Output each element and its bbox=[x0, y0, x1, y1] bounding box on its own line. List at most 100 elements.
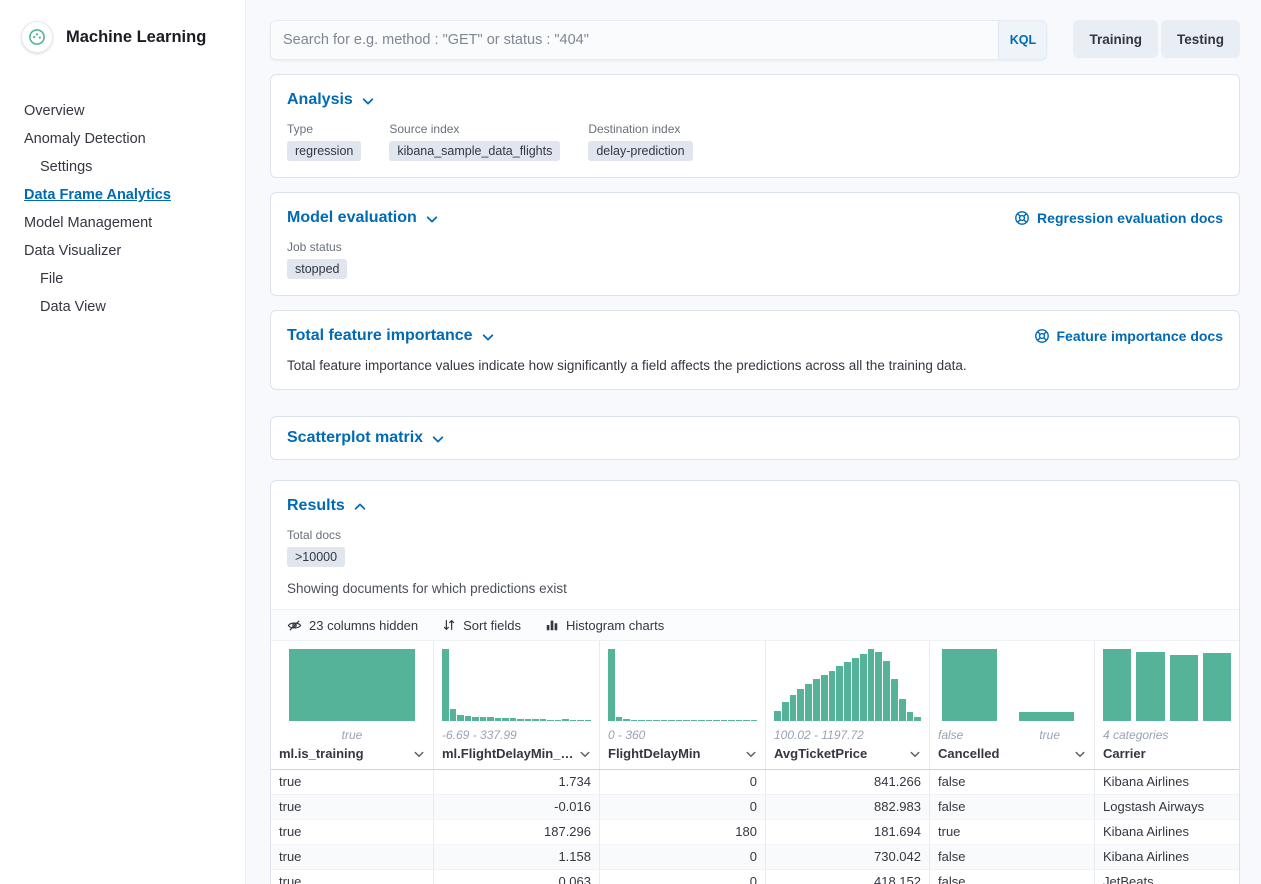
testing-button[interactable]: Testing bbox=[1161, 20, 1240, 58]
chevron-down-icon bbox=[414, 751, 424, 757]
feature-importance-docs-link[interactable]: Feature importance docs bbox=[1034, 328, 1223, 344]
eye-slash-icon bbox=[287, 619, 302, 631]
cell[interactable]: 180 bbox=[600, 820, 766, 844]
column-menu-button[interactable] bbox=[1074, 748, 1086, 760]
sidebar-item-file[interactable]: File bbox=[40, 271, 64, 287]
cell[interactable]: 0 bbox=[600, 795, 766, 819]
cell[interactable]: false bbox=[930, 845, 1095, 869]
cell[interactable]: -0.016 bbox=[434, 795, 600, 819]
table-row: true -0.016 0 882.983 false Logstash Air… bbox=[271, 795, 1239, 820]
cell[interactable]: true bbox=[271, 870, 434, 884]
column-header-flightdelaymin: 0 - 360 FlightDelayMin bbox=[600, 641, 766, 769]
cell[interactable]: 0 bbox=[600, 770, 766, 794]
kql-button[interactable]: KQL bbox=[998, 21, 1047, 59]
total-docs-badge: >10000 bbox=[287, 547, 346, 567]
scatterplot-matrix-section-toggle[interactable]: Scatterplot matrix bbox=[287, 429, 445, 447]
results-section-toggle[interactable]: Results bbox=[287, 497, 367, 515]
cell[interactable]: 181.694 bbox=[766, 820, 930, 844]
chevron-up-icon bbox=[354, 503, 366, 510]
column-menu-button[interactable] bbox=[909, 748, 921, 760]
sidebar-item-data-frame-analytics[interactable]: Data Frame Analytics bbox=[24, 187, 171, 203]
column-range-label: 0 - 360 bbox=[608, 728, 646, 742]
column-header-ml-is-training: true ml.is_training bbox=[271, 641, 434, 769]
cell[interactable]: 1.734 bbox=[434, 770, 600, 794]
results-data-grid: true ml.is_training -6.69 - 337.99 ml.Fl… bbox=[271, 641, 1239, 884]
column-name: AvgTicketPrice bbox=[774, 746, 868, 761]
cell[interactable]: 1.158 bbox=[434, 845, 600, 869]
sidebar: Machine Learning Overview Anomaly Detect… bbox=[0, 0, 246, 884]
cell[interactable]: false bbox=[930, 870, 1095, 884]
model-evaluation-section-toggle[interactable]: Model evaluation bbox=[287, 209, 439, 227]
results-panel: Results Total docs >10000 Showing docume… bbox=[270, 480, 1240, 884]
cell[interactable]: 730.042 bbox=[766, 845, 930, 869]
job-status-badge: stopped bbox=[287, 259, 348, 279]
panel-title: Total feature importance bbox=[287, 327, 473, 344]
column-header-carrier: 4 categories Carrier bbox=[1095, 641, 1239, 769]
search-input[interactable] bbox=[271, 21, 999, 59]
scatterplot-matrix-panel: Scatterplot matrix bbox=[270, 416, 1240, 460]
chevron-down-icon bbox=[746, 751, 756, 757]
cell[interactable]: 418.152 bbox=[766, 870, 930, 884]
destination-index-badge: delay-prediction bbox=[588, 141, 693, 161]
column-header-ml-flightdelaymin-pred: -6.69 - 337.99 ml.FlightDelayMin_pred bbox=[434, 641, 600, 769]
analysis-type-field: Type regression bbox=[287, 122, 362, 161]
column-menu-button[interactable] bbox=[579, 748, 591, 760]
table-row: true 0.063 0 418.152 false JetBeats bbox=[271, 870, 1239, 884]
cell[interactable]: false bbox=[930, 770, 1095, 794]
analysis-section-toggle[interactable]: Analysis bbox=[287, 91, 375, 109]
cell[interactable]: Kibana Airlines bbox=[1103, 774, 1189, 789]
total-feature-importance-section-toggle[interactable]: Total feature importance bbox=[287, 327, 495, 345]
cell[interactable]: true bbox=[271, 820, 434, 844]
brand: Machine Learning bbox=[0, 0, 245, 70]
column-menu-button[interactable] bbox=[413, 748, 425, 760]
cell[interactable]: 0 bbox=[600, 845, 766, 869]
histogram-icon bbox=[546, 620, 558, 631]
cell[interactable]: 187.296 bbox=[434, 820, 600, 844]
query-bar: KQL Training Testing bbox=[270, 20, 1240, 60]
regression-evaluation-docs-link[interactable]: Regression evaluation docs bbox=[1014, 210, 1223, 226]
histogram-charts-button[interactable]: Histogram charts bbox=[535, 610, 674, 640]
sort-fields-button[interactable]: Sort fields bbox=[432, 610, 531, 640]
column-menu-button[interactable] bbox=[745, 748, 757, 760]
cell[interactable]: Kibana Airlines bbox=[1103, 824, 1189, 839]
column-range-label: 4 categories bbox=[1103, 728, 1169, 742]
chevron-down-icon bbox=[910, 751, 920, 757]
sort-icon bbox=[443, 620, 455, 630]
chevron-down-icon bbox=[426, 216, 438, 223]
table-row: true 187.296 180 181.694 true Kibana Air… bbox=[271, 820, 1239, 845]
sidebar-item-anomaly-detection[interactable]: Anomaly Detection bbox=[24, 131, 146, 147]
training-button[interactable]: Training bbox=[1073, 20, 1158, 58]
panel-title: Model evaluation bbox=[287, 209, 417, 226]
cell[interactable]: true bbox=[271, 770, 434, 794]
cell[interactable]: true bbox=[271, 795, 434, 819]
app-title: Machine Learning bbox=[66, 27, 207, 46]
cell[interactable]: true bbox=[271, 845, 434, 869]
sidebar-item-model-management[interactable]: Model Management bbox=[24, 215, 153, 231]
cell[interactable]: 0.063 bbox=[434, 870, 600, 884]
sidebar-item-data-visualizer[interactable]: Data Visualizer bbox=[24, 243, 122, 259]
destination-index-field: Destination index delay-prediction bbox=[588, 122, 693, 161]
cell[interactable]: 0 bbox=[600, 870, 766, 884]
docs-icon bbox=[1034, 329, 1049, 343]
job-status-field: Job status stopped bbox=[287, 240, 1223, 279]
cell[interactable]: Kibana Airlines bbox=[1103, 849, 1189, 864]
results-subtitle: Showing documents for which predictions … bbox=[287, 581, 567, 596]
training-testing-toggle: Training Testing bbox=[1073, 20, 1240, 60]
source-index-badge: kibana_sample_data_flights bbox=[389, 141, 561, 161]
panel-title: Analysis bbox=[287, 91, 353, 108]
cell[interactable]: 841.266 bbox=[766, 770, 930, 794]
sidebar-item-overview[interactable]: Overview bbox=[24, 103, 85, 119]
cell[interactable]: true bbox=[930, 820, 1095, 844]
panel-title: Scatterplot matrix bbox=[287, 429, 424, 446]
histogram-chart bbox=[1103, 649, 1231, 721]
columns-hidden-button[interactable]: 23 columns hidden bbox=[277, 610, 428, 640]
total-docs-field: Total docs >10000 bbox=[287, 528, 1223, 567]
cell[interactable]: false bbox=[930, 795, 1095, 819]
docs-icon bbox=[1015, 211, 1029, 225]
cell[interactable]: JetBeats bbox=[1103, 874, 1154, 884]
sidebar-item-data-view[interactable]: Data View bbox=[40, 299, 106, 315]
cell[interactable]: Logstash Airways bbox=[1103, 799, 1205, 814]
column-name: ml.is_training bbox=[279, 746, 364, 761]
cell[interactable]: 882.983 bbox=[766, 795, 930, 819]
sidebar-item-settings[interactable]: Settings bbox=[40, 159, 93, 175]
